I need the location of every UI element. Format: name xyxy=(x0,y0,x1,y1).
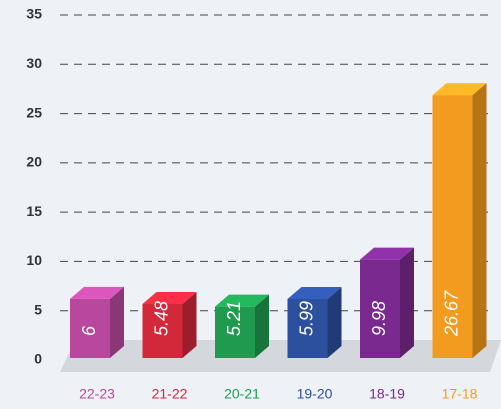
bar xyxy=(70,286,124,358)
bar xyxy=(432,83,487,359)
value-label: 5.48 xyxy=(151,301,171,336)
y-tick-label: 20 xyxy=(26,154,42,170)
bar-side xyxy=(110,286,124,358)
x-tick-label: 22-23 xyxy=(79,386,115,402)
bar-top xyxy=(287,286,342,299)
y-tick-label: 10 xyxy=(26,252,42,268)
bar-side xyxy=(472,83,487,359)
bar-side xyxy=(255,294,269,358)
y-tick-label: 35 xyxy=(26,6,42,22)
y-tick-label: 5 xyxy=(34,301,42,317)
x-tick-label: 19-20 xyxy=(297,386,333,402)
bar-front xyxy=(142,303,183,358)
value-label: 5.99 xyxy=(296,301,316,336)
bar-side xyxy=(182,291,197,358)
y-tick-label: 30 xyxy=(26,55,42,71)
y-tick-label: 0 xyxy=(34,351,42,367)
bar-front xyxy=(360,259,400,358)
bar-top xyxy=(360,247,414,260)
bar-top xyxy=(432,83,487,96)
value-label: 6 xyxy=(79,325,99,336)
value-label: 26.67 xyxy=(441,290,461,337)
bar xyxy=(287,286,342,358)
bar-front xyxy=(432,95,473,359)
bar-side xyxy=(327,286,342,358)
value-label: 9.98 xyxy=(369,301,389,336)
bar-front xyxy=(215,306,255,358)
y-tick-label: 15 xyxy=(26,203,42,219)
bar-top xyxy=(215,294,269,307)
bar-side xyxy=(400,247,414,358)
x-tick-label: 17-18 xyxy=(442,386,478,402)
y-tick-label: 25 xyxy=(26,104,42,120)
bar-front xyxy=(70,298,110,358)
x-tick-label: 20-21 xyxy=(224,386,260,402)
bar xyxy=(142,291,197,358)
bar xyxy=(215,294,269,358)
x-tick-label: 18-19 xyxy=(369,386,405,402)
bar-top xyxy=(142,291,197,304)
x-tick-label: 21-22 xyxy=(152,386,188,402)
bar-top xyxy=(70,286,124,299)
value-label: 5.21 xyxy=(224,301,244,336)
bar-front xyxy=(287,298,328,358)
bar xyxy=(360,247,414,358)
